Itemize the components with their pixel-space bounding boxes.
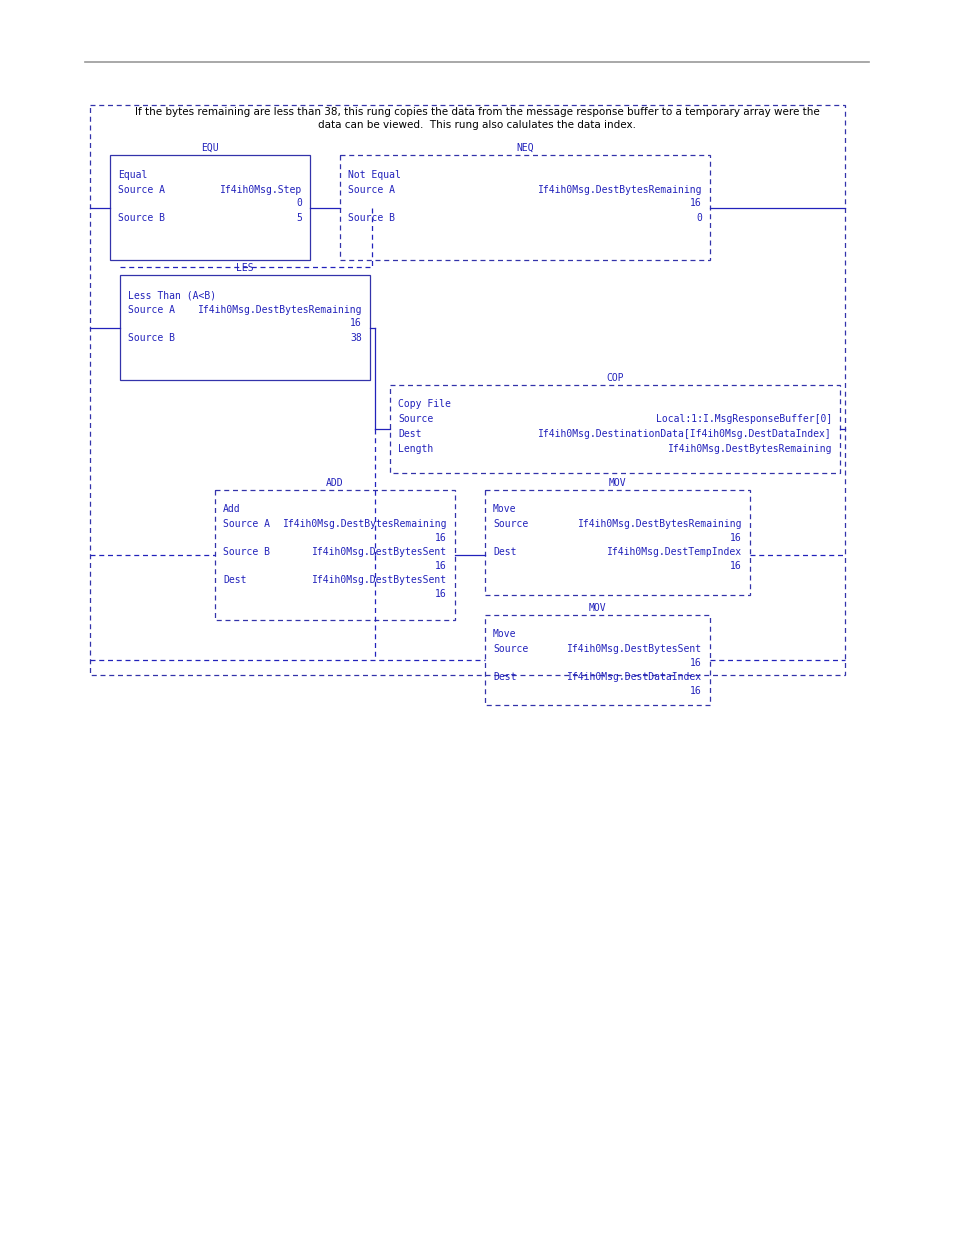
Text: 16: 16 xyxy=(729,534,741,543)
Text: If4ih0Msg.DestBytesSent: If4ih0Msg.DestBytesSent xyxy=(312,576,447,585)
Text: If4ih0Msg.DestBytesRemaining: If4ih0Msg.DestBytesRemaining xyxy=(537,185,701,195)
Bar xyxy=(484,615,709,705)
Text: Source B: Source B xyxy=(223,547,270,557)
Text: COP: COP xyxy=(605,373,623,383)
Text: Source A: Source A xyxy=(128,305,174,315)
Text: 16: 16 xyxy=(350,317,361,329)
Text: Copy File: Copy File xyxy=(397,399,451,409)
Text: Source A: Source A xyxy=(348,185,395,195)
Text: 16: 16 xyxy=(435,534,447,543)
Text: 16: 16 xyxy=(729,561,741,571)
Text: MOV: MOV xyxy=(588,603,606,613)
Text: Source B: Source B xyxy=(118,212,165,224)
Text: If4ih0Msg.DestDataIndex: If4ih0Msg.DestDataIndex xyxy=(566,672,701,682)
Text: ADD: ADD xyxy=(326,478,343,488)
Text: LES: LES xyxy=(236,263,253,273)
Text: 0: 0 xyxy=(295,198,302,207)
Text: If4ih0Msg.DestBytesRemaining: If4ih0Msg.DestBytesRemaining xyxy=(197,305,361,315)
Text: Local:1:I.MsgResponseBuffer[0]: Local:1:I.MsgResponseBuffer[0] xyxy=(655,414,831,424)
Text: Add: Add xyxy=(223,504,240,514)
Text: Less Than (A<B): Less Than (A<B) xyxy=(128,290,216,300)
Text: 16: 16 xyxy=(690,685,701,697)
Text: Length: Length xyxy=(397,445,433,454)
Bar xyxy=(484,490,749,595)
Text: 5: 5 xyxy=(295,212,302,224)
Text: Move: Move xyxy=(493,504,516,514)
Text: Not Equal: Not Equal xyxy=(348,170,400,180)
Text: If the bytes remaining are less than 38, this rung copies the data from the mess: If the bytes remaining are less than 38,… xyxy=(134,107,819,117)
Text: MOV: MOV xyxy=(608,478,626,488)
Text: 38: 38 xyxy=(350,333,361,343)
Text: NEQ: NEQ xyxy=(516,143,534,153)
Text: If4ih0Msg.DestTempIndex: If4ih0Msg.DestTempIndex xyxy=(606,547,741,557)
Text: Dest: Dest xyxy=(493,672,516,682)
Text: Equal: Equal xyxy=(118,170,147,180)
Bar xyxy=(339,156,709,261)
Text: Source A: Source A xyxy=(223,519,270,529)
Bar xyxy=(214,490,455,620)
Text: If4ih0Msg.DestBytesSent: If4ih0Msg.DestBytesSent xyxy=(566,643,701,655)
Text: 16: 16 xyxy=(690,658,701,668)
Text: 16: 16 xyxy=(690,198,701,207)
Text: If4ih0Msg.DestinationData[If4ih0Msg.DestDataIndex]: If4ih0Msg.DestinationData[If4ih0Msg.Dest… xyxy=(537,429,831,438)
Text: If4ih0Msg.Step: If4ih0Msg.Step xyxy=(219,185,302,195)
Text: Source: Source xyxy=(493,519,528,529)
Bar xyxy=(390,385,840,473)
Text: 16: 16 xyxy=(435,561,447,571)
Bar xyxy=(90,105,844,676)
Bar xyxy=(110,156,310,261)
Text: If4ih0Msg.DestBytesRemaining: If4ih0Msg.DestBytesRemaining xyxy=(667,445,831,454)
Bar xyxy=(120,275,370,380)
Text: EQU: EQU xyxy=(201,143,218,153)
Text: Source: Source xyxy=(493,643,528,655)
Text: If4ih0Msg.DestBytesRemaining: If4ih0Msg.DestBytesRemaining xyxy=(577,519,741,529)
Text: If4ih0Msg.DestBytesSent: If4ih0Msg.DestBytesSent xyxy=(312,547,447,557)
Text: Dest: Dest xyxy=(223,576,246,585)
Text: Source: Source xyxy=(397,414,433,424)
Text: If4ih0Msg.DestBytesRemaining: If4ih0Msg.DestBytesRemaining xyxy=(282,519,447,529)
Text: Move: Move xyxy=(493,629,516,638)
Text: Source B: Source B xyxy=(348,212,395,224)
Text: 0: 0 xyxy=(696,212,701,224)
Text: 16: 16 xyxy=(435,589,447,599)
Text: Source B: Source B xyxy=(128,333,174,343)
Text: data can be viewed.  This rung also calulates the data index.: data can be viewed. This rung also calul… xyxy=(317,120,636,130)
Text: Dest: Dest xyxy=(397,429,421,438)
Text: Dest: Dest xyxy=(493,547,516,557)
Text: Source A: Source A xyxy=(118,185,165,195)
